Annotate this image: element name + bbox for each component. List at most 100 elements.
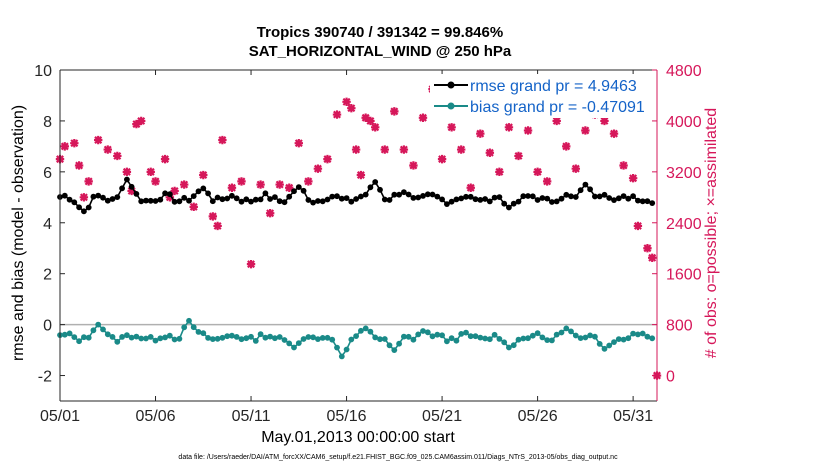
- bias-point: [286, 340, 293, 347]
- bias-point: [76, 338, 82, 345]
- bias-point: [143, 335, 149, 342]
- obs-marker: [600, 116, 609, 126]
- obs-marker: [371, 123, 380, 132]
- obs-point: [390, 107, 399, 116]
- x-axis-title: May.01,2013 00:00:00 start: [261, 429, 455, 446]
- bias-point: [568, 328, 574, 335]
- rmse-point: [233, 195, 240, 202]
- obs-marker: [165, 193, 175, 202]
- bias-point: [515, 336, 522, 343]
- rmse-point: [252, 196, 259, 203]
- obs-marker: [189, 202, 198, 212]
- bias-point: [444, 338, 450, 345]
- bias-point: [195, 329, 202, 335]
- rmse-point: [171, 198, 178, 205]
- bias-point: [229, 332, 235, 339]
- obs-point: [476, 129, 485, 138]
- bias-point: [200, 330, 207, 337]
- rmse-point: [205, 190, 212, 197]
- bias-point: [71, 334, 78, 340]
- obs-marker: [113, 151, 122, 161]
- bias-point: [238, 336, 245, 343]
- bias-point: [334, 344, 340, 351]
- bias-point: [262, 334, 269, 341]
- bias-point: [119, 334, 125, 340]
- bias-point: [315, 336, 321, 342]
- bias-point: [477, 334, 484, 341]
- bias-point: [257, 331, 264, 338]
- obs-marker: [409, 161, 418, 170]
- bias-point: [520, 335, 527, 342]
- obs-point: [542, 177, 552, 186]
- bias-point: [486, 336, 493, 343]
- bias-point: [539, 334, 546, 341]
- obs-point: [504, 123, 514, 132]
- bias-point: [420, 328, 426, 334]
- legend-bias-label: bias grand pr = -0.47091: [470, 99, 645, 116]
- obs-marker: [208, 212, 218, 221]
- bias-point: [224, 333, 231, 340]
- rmse-point: [291, 188, 297, 195]
- obs-marker: [256, 180, 265, 189]
- rmse-point: [190, 193, 197, 200]
- rmse-point: [649, 200, 656, 207]
- rmse-point: [534, 197, 541, 203]
- obs-point: [165, 193, 175, 202]
- obs-point: [366, 116, 375, 126]
- obs-point: [495, 167, 504, 177]
- obs-point: [380, 145, 389, 154]
- rmse-point: [611, 197, 617, 204]
- obs-series: [55, 84, 662, 380]
- rmse-point: [76, 204, 82, 211]
- obs-point: [132, 119, 141, 129]
- right-tick-label: 4000: [666, 114, 702, 131]
- bias-point: [401, 333, 407, 340]
- bias-point: [61, 331, 68, 338]
- bias-point: [439, 332, 445, 339]
- bias-point: [233, 334, 240, 340]
- obs-marker: [275, 180, 284, 189]
- obs-marker: [456, 145, 466, 154]
- obs-marker: [94, 135, 103, 145]
- bias-point: [358, 327, 364, 334]
- rmse-point: [248, 198, 254, 205]
- rmse-point: [124, 176, 130, 183]
- bias-point: [181, 324, 188, 331]
- rmse-point: [644, 198, 651, 205]
- rmse-point: [348, 198, 355, 205]
- bias-point: [243, 335, 250, 342]
- obs-marker: [648, 253, 657, 262]
- left-axis-ticks: -2 0 2 4 6 8 10: [34, 63, 65, 386]
- rmse-point: [109, 196, 116, 202]
- bias-point: [429, 333, 436, 340]
- obs-marker: [237, 177, 246, 186]
- bias-point: [157, 335, 164, 342]
- rmse-point: [224, 195, 231, 202]
- obs-point: [533, 167, 542, 177]
- obs-point: [514, 151, 523, 161]
- rmse-point: [386, 197, 393, 203]
- obs-marker: [418, 113, 428, 122]
- obs-point: [199, 170, 208, 180]
- bias-point: [81, 334, 87, 341]
- obs-point: [285, 183, 294, 192]
- rmse-point: [209, 198, 216, 205]
- right-tick-label: 4800: [666, 63, 702, 80]
- rmse-point: [415, 194, 422, 201]
- obs-marker: [136, 116, 146, 126]
- rmse-point: [257, 196, 264, 203]
- rmse-point: [310, 199, 316, 206]
- chart-title-line2: SAT_HORIZONTAL_WIND @ 250 hPa: [249, 43, 512, 60]
- obs-point: [79, 193, 89, 202]
- bias-point: [472, 333, 479, 340]
- obs-point: [70, 139, 79, 148]
- bias-point: [186, 317, 192, 324]
- bias-point: [329, 336, 336, 343]
- rmse-point: [186, 197, 192, 204]
- bias-point: [525, 335, 531, 342]
- rmse-point: [529, 193, 536, 200]
- obs-marker: [323, 154, 332, 164]
- bias-point: [85, 334, 92, 341]
- bias-point: [138, 335, 145, 342]
- obs-marker: [70, 139, 79, 148]
